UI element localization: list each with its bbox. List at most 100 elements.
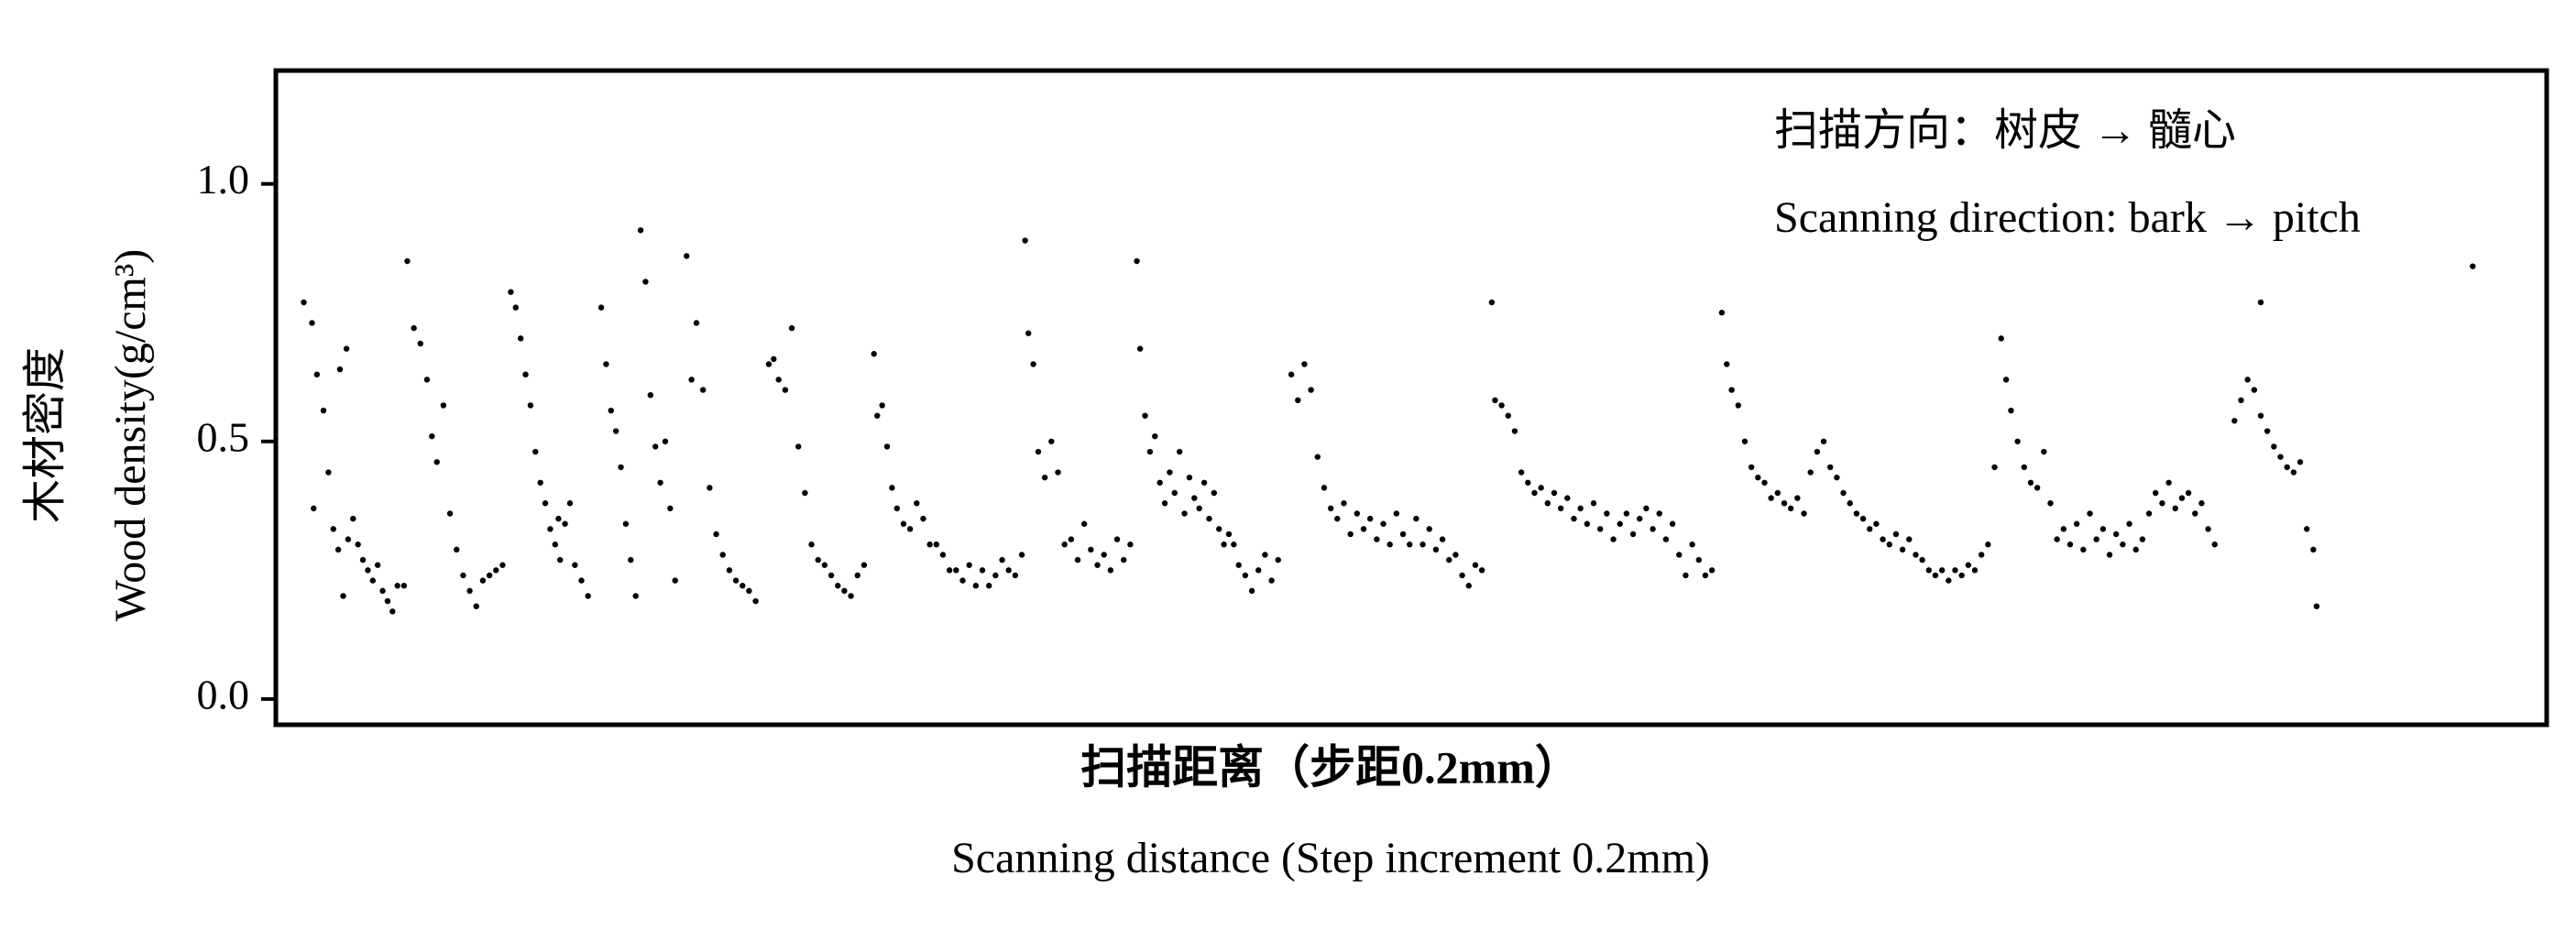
data-point xyxy=(1538,485,1544,491)
data-point xyxy=(1873,520,1880,527)
data-point xyxy=(2271,443,2277,450)
data-point xyxy=(2139,536,2146,542)
data-point xyxy=(1741,438,1748,444)
data-point xyxy=(1610,536,1617,542)
data-point xyxy=(374,562,381,568)
data-point xyxy=(1683,572,1689,579)
data-point xyxy=(1814,448,1821,455)
data-point xyxy=(1012,572,1019,579)
data-point xyxy=(527,402,534,409)
data-point xyxy=(1478,567,1485,574)
data-point xyxy=(1413,515,1420,522)
data-point xyxy=(647,391,654,399)
data-point xyxy=(2192,510,2198,517)
data-point xyxy=(1347,531,1354,538)
data-point xyxy=(732,577,740,584)
data-point xyxy=(1702,572,1709,579)
data-point xyxy=(782,387,789,393)
data-point xyxy=(1465,583,1472,589)
data-point xyxy=(597,304,605,311)
data-point xyxy=(2257,299,2264,306)
data-point xyxy=(1505,412,1511,419)
data-point xyxy=(512,304,519,311)
data-point xyxy=(1488,299,1496,306)
data-point xyxy=(1221,542,1227,548)
data-point xyxy=(699,387,707,393)
data-point xyxy=(771,356,777,363)
data-point xyxy=(411,324,417,332)
data-point xyxy=(2313,603,2320,609)
data-point xyxy=(2033,485,2041,491)
data-point xyxy=(2211,542,2219,548)
data-point xyxy=(1571,515,1577,522)
data-point xyxy=(1892,531,1900,538)
data-point xyxy=(900,520,907,527)
data-point xyxy=(1452,552,1459,558)
data-point xyxy=(1629,531,1637,538)
annotation-en: Scanning direction: bark → pitch xyxy=(1774,193,2361,242)
data-point xyxy=(1101,552,1107,558)
data-point xyxy=(2113,531,2120,538)
data-point xyxy=(1867,526,1873,532)
data-point xyxy=(979,567,986,574)
y-tick-label: 0.5 xyxy=(197,413,250,460)
data-point xyxy=(359,556,367,564)
data-point xyxy=(1880,536,1886,542)
data-point xyxy=(752,597,759,605)
data-point xyxy=(985,583,992,589)
data-point xyxy=(1186,474,1193,481)
data-point xyxy=(1206,515,1212,522)
data-point xyxy=(522,371,529,378)
data-point xyxy=(1080,520,1088,527)
data-point xyxy=(1121,556,1127,564)
data-point xyxy=(389,608,396,615)
data-point xyxy=(1393,510,1400,517)
data-point xyxy=(1604,510,1610,517)
data-point xyxy=(2264,428,2271,434)
data-point xyxy=(2060,526,2067,532)
data-point xyxy=(1998,335,2004,342)
x-axis-label-en: Scanning distance (Step increment 0.2mm) xyxy=(951,834,1710,882)
data-point xyxy=(1288,371,1295,378)
data-point xyxy=(2087,510,2093,517)
data-point xyxy=(1216,526,1222,532)
data-point xyxy=(1662,536,1670,542)
data-point xyxy=(1360,526,1367,532)
data-point xyxy=(508,289,514,295)
data-point xyxy=(555,515,562,522)
data-point xyxy=(1577,505,1584,512)
data-point xyxy=(2027,479,2034,486)
data-point xyxy=(1794,495,1801,501)
data-point xyxy=(2257,412,2264,419)
data-point xyxy=(1171,489,1178,497)
data-point xyxy=(2159,500,2165,507)
data-point xyxy=(1695,556,1702,564)
data-point xyxy=(854,572,860,579)
data-point xyxy=(379,587,386,595)
data-point xyxy=(1399,531,1407,538)
data-point xyxy=(517,335,524,342)
data-point xyxy=(1991,464,1998,471)
data-point xyxy=(2205,526,2211,532)
data-point xyxy=(1068,536,1075,542)
x-axis-label-cn: 扫描距离（步距0.2mm） xyxy=(1080,741,1581,793)
data-point xyxy=(2310,546,2317,553)
data-point xyxy=(1268,577,1275,584)
data-point xyxy=(423,377,431,383)
data-point xyxy=(1847,500,1853,507)
data-point xyxy=(765,361,773,367)
data-point xyxy=(2002,377,2010,383)
data-point xyxy=(2251,387,2258,393)
data-point xyxy=(2470,263,2476,269)
data-point xyxy=(1156,479,1163,486)
data-point xyxy=(1136,345,1144,352)
data-point xyxy=(454,546,460,553)
data-point xyxy=(311,505,317,512)
data-point xyxy=(1781,500,1788,507)
data-point xyxy=(1061,542,1068,548)
data-point xyxy=(1134,257,1140,265)
data-point xyxy=(1597,526,1604,532)
data-point xyxy=(693,320,700,326)
data-point xyxy=(1735,402,1742,409)
data-point xyxy=(1958,572,1965,579)
